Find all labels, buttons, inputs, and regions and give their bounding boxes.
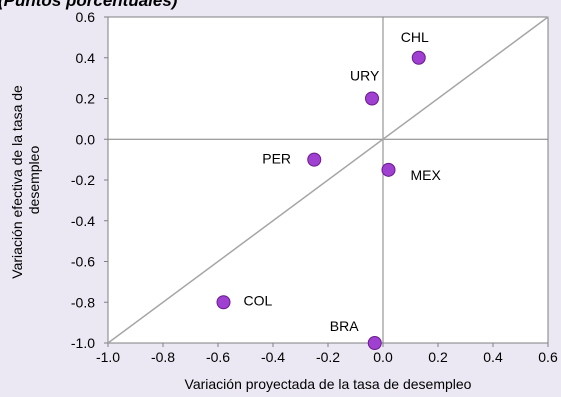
x-axis-title: Variación proyectada de la tasa de desem…: [185, 376, 472, 392]
x-tick-label: 0.0: [373, 349, 393, 365]
data-point-bra: [367, 336, 382, 350]
data-point-per: [307, 152, 322, 167]
data-point-chl: [411, 50, 426, 65]
x-tick-label: 0.6: [538, 349, 558, 365]
point-label-bra: BRA: [330, 318, 359, 334]
y-tick-label: 0.0: [76, 131, 96, 147]
y-tick-label: -1.0: [71, 335, 95, 351]
point-label-mex: MEX: [411, 167, 442, 183]
data-points: CHL URY PER MEX COL BRA: [216, 29, 442, 350]
y-tick-label: 0.2: [76, 91, 96, 107]
x-axis-ticks: -1.0 -0.8 -0.6 -0.4 -0.2 0.0 0.2 0.4 0.6: [96, 343, 558, 365]
point-label-col: COL: [244, 292, 273, 308]
y-tick-label: 0.4: [76, 50, 96, 66]
x-tick-label: -0.4: [261, 349, 285, 365]
x-tick-label: -0.6: [206, 349, 230, 365]
y-tick-label: -0.8: [71, 294, 95, 310]
y-axis-title: Variación efectiva de la tasa de desempl…: [9, 81, 42, 278]
x-tick-label: -0.2: [316, 349, 340, 365]
point-label-per: PER: [262, 151, 291, 167]
y-tick-label: -0.6: [71, 254, 95, 270]
x-tick-label: -1.0: [96, 349, 120, 365]
x-tick-label: 0.4: [483, 349, 503, 365]
y-axis-title-line-1: Variación efectiva de la tasa de: [9, 85, 25, 279]
point-label-ury: URY: [350, 68, 380, 84]
data-point-col: [216, 295, 231, 310]
x-tick-label: 0.2: [428, 349, 448, 365]
chart-subtitle: (Puntos porcentuales): [0, 0, 178, 10]
data-point-ury: [365, 91, 379, 106]
diagonal-reference-line: [107, 16, 549, 344]
y-tick-label: -0.4: [71, 213, 95, 229]
y-axis-ticks: 0.6 0.4 0.2 0.0 -0.2 -0.4 -0.6 -0.8 -1.0: [71, 9, 108, 351]
data-point-mex: [381, 162, 396, 177]
y-tick-label: -0.2: [71, 172, 95, 188]
x-tick-label: -0.8: [151, 349, 175, 365]
y-axis-title-line-2: desempleo: [26, 146, 42, 215]
point-label-chl: CHL: [401, 29, 429, 45]
y-tick-label: 0.6: [76, 9, 96, 25]
